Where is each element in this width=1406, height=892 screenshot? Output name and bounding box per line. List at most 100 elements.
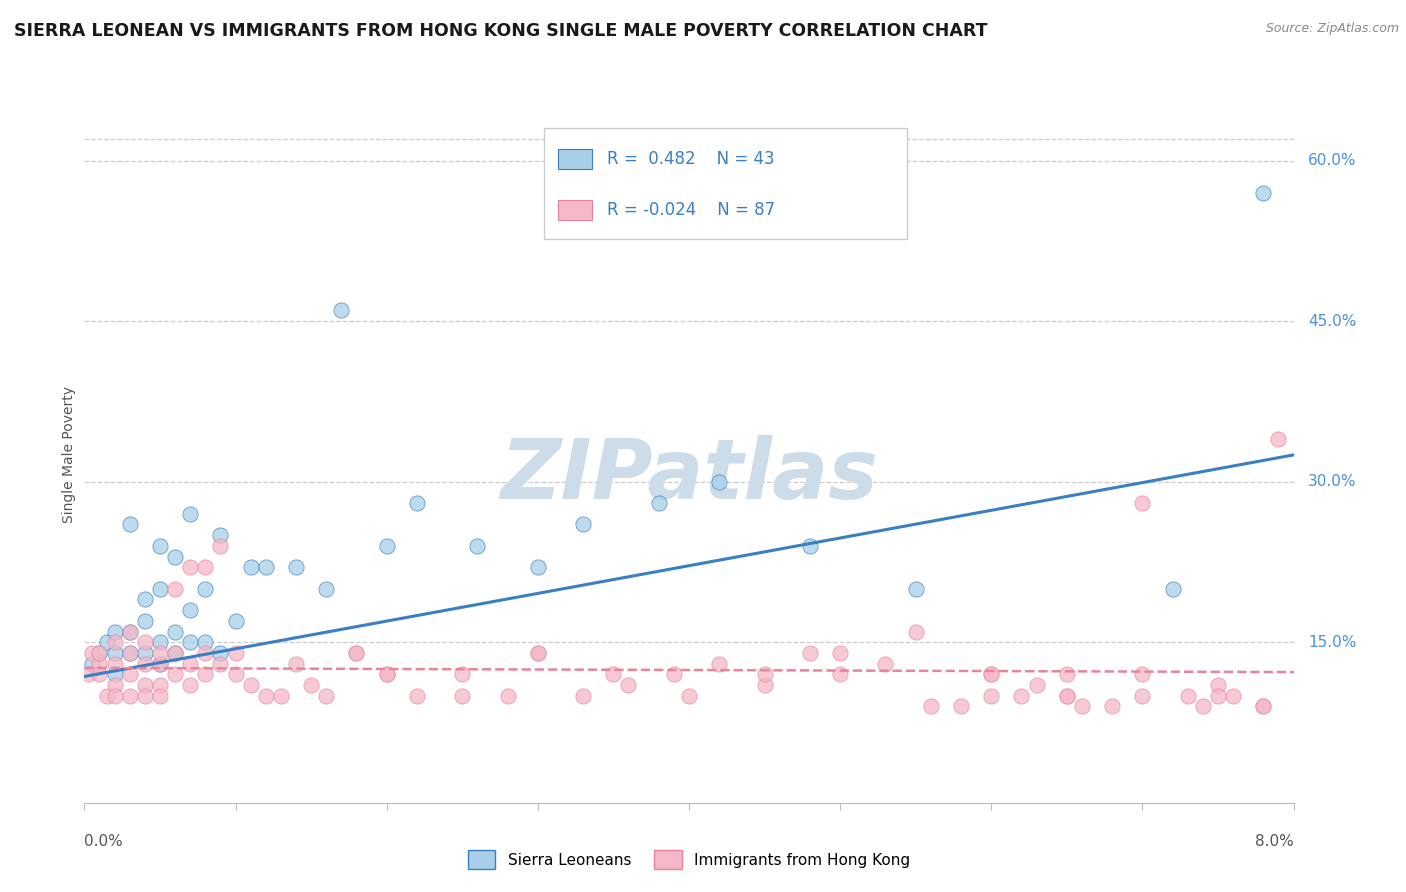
Point	[315, 689, 337, 703]
Legend: Sierra Leoneans, Immigrants from Hong Kong: Sierra Leoneans, Immigrants from Hong Ko…	[461, 845, 917, 875]
Point	[118, 646, 141, 660]
Point	[254, 560, 277, 574]
Point	[1132, 689, 1154, 703]
FancyBboxPatch shape	[544, 128, 907, 239]
Point	[527, 646, 550, 660]
Point	[134, 657, 156, 671]
Point	[134, 635, 156, 649]
Point	[980, 667, 1002, 681]
Point	[179, 507, 201, 521]
Point	[1132, 496, 1154, 510]
Point	[80, 657, 103, 671]
Point	[209, 657, 232, 671]
Text: 15.0%: 15.0%	[1308, 635, 1357, 649]
Point	[96, 689, 118, 703]
Point	[451, 667, 474, 681]
Text: 45.0%: 45.0%	[1308, 314, 1357, 328]
Point	[950, 699, 973, 714]
Point	[904, 624, 927, 639]
FancyBboxPatch shape	[558, 201, 592, 219]
Point	[149, 646, 172, 660]
Point	[920, 699, 942, 714]
Point	[194, 582, 217, 596]
Point	[165, 667, 187, 681]
Point	[1056, 689, 1078, 703]
Point	[225, 614, 247, 628]
Point	[299, 678, 322, 692]
Point	[496, 689, 519, 703]
Point	[980, 667, 1002, 681]
Point	[209, 646, 232, 660]
Point	[830, 667, 852, 681]
Point	[165, 646, 187, 660]
Point	[527, 560, 550, 574]
Point	[1101, 699, 1123, 714]
Point	[830, 646, 852, 660]
Point	[1251, 699, 1274, 714]
Point	[799, 646, 821, 660]
Point	[118, 689, 141, 703]
Point	[1222, 689, 1244, 703]
Text: 0.0%: 0.0%	[84, 834, 124, 849]
Point	[330, 303, 353, 318]
Point	[149, 635, 172, 649]
Point	[134, 614, 156, 628]
Point	[375, 667, 398, 681]
Point	[1192, 699, 1215, 714]
Point	[1267, 432, 1289, 446]
Point	[239, 678, 262, 692]
Point	[406, 689, 429, 703]
Point	[678, 689, 700, 703]
Point	[904, 582, 927, 596]
Point	[194, 560, 217, 574]
Point	[754, 678, 776, 692]
Point	[194, 635, 217, 649]
Point	[134, 592, 156, 607]
Point	[149, 539, 172, 553]
FancyBboxPatch shape	[558, 150, 592, 169]
Point	[179, 657, 201, 671]
Text: Source: ZipAtlas.com: Source: ZipAtlas.com	[1265, 22, 1399, 36]
Point	[179, 635, 201, 649]
Point	[104, 624, 127, 639]
Point	[209, 539, 232, 553]
Text: 60.0%: 60.0%	[1308, 153, 1357, 168]
Point	[179, 603, 201, 617]
Point	[617, 678, 640, 692]
Point	[165, 582, 187, 596]
Point	[194, 646, 217, 660]
Point	[467, 539, 489, 553]
Point	[1206, 689, 1229, 703]
Point	[1161, 582, 1184, 596]
Point	[179, 560, 201, 574]
Text: 30.0%: 30.0%	[1308, 475, 1357, 489]
Point	[406, 496, 429, 510]
Point	[77, 667, 100, 681]
Point	[1056, 689, 1078, 703]
Point	[662, 667, 685, 681]
Point	[602, 667, 624, 681]
Point	[1206, 678, 1229, 692]
Point	[209, 528, 232, 542]
Text: ZIPatlas: ZIPatlas	[501, 435, 877, 516]
Point	[980, 689, 1002, 703]
Point	[104, 667, 127, 681]
Text: R =  0.482    N = 43: R = 0.482 N = 43	[607, 150, 775, 169]
Point	[149, 582, 172, 596]
Point	[572, 689, 595, 703]
Text: R = -0.024    N = 87: R = -0.024 N = 87	[607, 201, 775, 219]
Point	[799, 539, 821, 553]
Point	[89, 646, 111, 660]
Point	[104, 678, 127, 692]
Point	[451, 689, 474, 703]
Point	[89, 646, 111, 660]
Point	[346, 646, 368, 660]
Point	[1011, 689, 1033, 703]
Point	[647, 496, 671, 510]
Point	[270, 689, 292, 703]
Point	[149, 657, 172, 671]
Point	[104, 646, 127, 660]
Y-axis label: Single Male Poverty: Single Male Poverty	[62, 386, 76, 524]
Point	[572, 517, 595, 532]
Point	[709, 657, 731, 671]
